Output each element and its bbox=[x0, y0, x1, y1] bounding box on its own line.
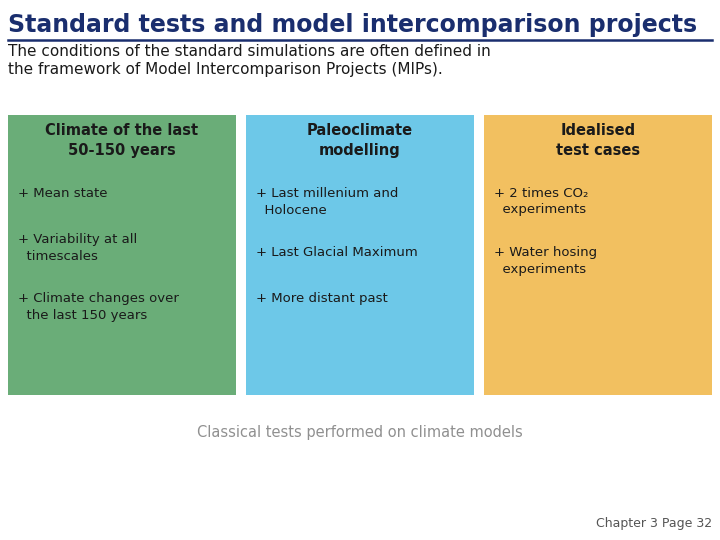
Text: + Last Glacial Maximum: + Last Glacial Maximum bbox=[256, 246, 418, 259]
FancyBboxPatch shape bbox=[246, 115, 474, 395]
Text: The conditions of the standard simulations are often defined in: The conditions of the standard simulatio… bbox=[8, 44, 491, 59]
Text: + Variability at all
  timescales: + Variability at all timescales bbox=[18, 233, 138, 262]
FancyBboxPatch shape bbox=[484, 115, 712, 395]
Text: + Last millenium and
  Holocene: + Last millenium and Holocene bbox=[256, 187, 398, 217]
Text: + Mean state: + Mean state bbox=[18, 187, 107, 200]
Text: + Climate changes over
  the last 150 years: + Climate changes over the last 150 year… bbox=[18, 292, 179, 321]
Text: Idealised
test cases: Idealised test cases bbox=[556, 123, 640, 158]
Text: Paleoclimate
modelling: Paleoclimate modelling bbox=[307, 123, 413, 158]
Text: Climate of the last
50-150 years: Climate of the last 50-150 years bbox=[45, 123, 199, 158]
Text: Standard tests and model intercomparison projects: Standard tests and model intercomparison… bbox=[8, 13, 697, 37]
Text: Classical tests performed on climate models: Classical tests performed on climate mod… bbox=[197, 425, 523, 440]
Text: Chapter 3 Page 32: Chapter 3 Page 32 bbox=[596, 517, 712, 530]
Text: + Water hosing
  experiments: + Water hosing experiments bbox=[494, 246, 597, 275]
Text: + 2 times CO₂
  experiments: + 2 times CO₂ experiments bbox=[494, 187, 588, 217]
Text: + More distant past: + More distant past bbox=[256, 292, 388, 305]
Text: the framework of Model Intercomparison Projects (MIPs).: the framework of Model Intercomparison P… bbox=[8, 62, 443, 77]
FancyBboxPatch shape bbox=[8, 115, 236, 395]
